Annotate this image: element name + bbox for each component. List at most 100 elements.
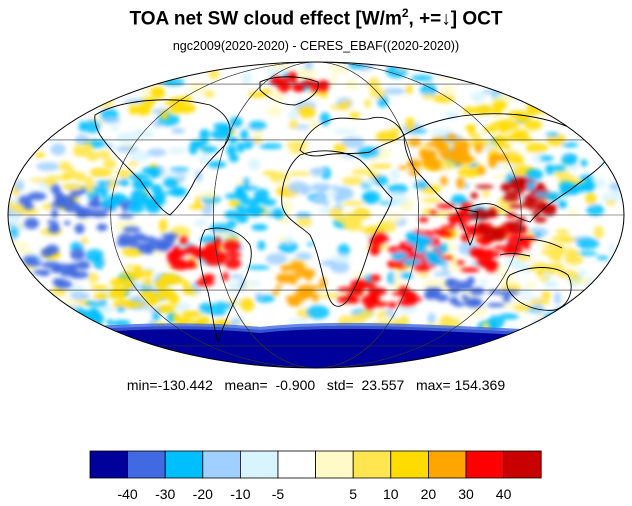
anomaly-blob — [474, 142, 483, 154]
anomaly-blob — [480, 224, 488, 232]
field-blob — [149, 360, 157, 368]
field-blob — [85, 323, 96, 336]
anomaly-blob — [141, 166, 161, 176]
field-blob — [390, 169, 400, 182]
colorbar-swatch — [202, 450, 241, 479]
field-blob — [350, 313, 367, 325]
anomaly-blob — [463, 109, 483, 114]
field-blob — [9, 122, 17, 128]
anomaly-blob — [398, 165, 408, 170]
anomaly-blob — [505, 212, 518, 219]
mollweide-map — [7, 61, 625, 369]
field-blob — [266, 105, 282, 118]
field-blob — [30, 121, 39, 128]
anomaly-blob — [525, 168, 543, 181]
field-blob — [547, 345, 570, 358]
field-blob — [116, 132, 138, 144]
anomaly-blob — [491, 155, 508, 162]
anomaly-blob — [52, 220, 59, 232]
field-blob — [598, 277, 623, 286]
field-blob — [8, 241, 29, 249]
field-blob — [580, 159, 588, 167]
field-blob — [44, 330, 65, 340]
field-blob — [44, 294, 52, 308]
coastline-path — [281, 150, 393, 307]
anomaly-blob — [127, 239, 139, 248]
anomaly-blob — [414, 243, 427, 255]
field-blob — [472, 362, 490, 368]
anomaly-blob — [66, 171, 87, 180]
colorbar-tick-label: 40 — [496, 486, 512, 502]
field-blob — [503, 349, 510, 354]
anomaly-blob — [272, 208, 285, 220]
field-blob — [546, 311, 569, 323]
field-blob — [106, 356, 128, 363]
anomaly-blob — [214, 237, 222, 248]
anomaly-blob — [285, 294, 306, 304]
field-blob — [83, 119, 101, 134]
field-blob — [613, 351, 624, 362]
anomaly-blob — [83, 176, 94, 184]
anomaly-blob — [539, 276, 549, 282]
anomaly-blob — [310, 183, 330, 193]
anomaly-blob — [240, 129, 249, 141]
anomaly-blob — [150, 184, 163, 194]
anomaly-blob — [54, 279, 73, 289]
anomaly-blob — [132, 178, 151, 191]
field-blob — [559, 79, 571, 85]
field-blob — [516, 254, 531, 262]
anomaly-blob — [163, 177, 179, 189]
field-blob — [562, 64, 585, 74]
anomaly-blob — [526, 199, 536, 211]
field-blob — [608, 242, 616, 256]
field-blob — [341, 200, 365, 206]
colorbar-tick-label: 10 — [383, 486, 399, 502]
anomaly-blob — [558, 232, 569, 238]
anomaly-blob — [158, 304, 176, 313]
field-blob — [337, 243, 350, 257]
anomaly-blob — [453, 139, 470, 151]
anomaly-blob — [145, 294, 158, 307]
field-blob — [554, 291, 561, 305]
colorbar-tick-label: 30 — [458, 486, 474, 502]
anomaly-blob — [143, 198, 161, 206]
field-blob — [601, 192, 622, 204]
field-blob — [595, 281, 607, 294]
anomaly-blob — [433, 246, 441, 250]
anomaly-blob — [534, 216, 547, 223]
field-blob — [561, 142, 579, 148]
field-blob — [36, 357, 52, 363]
anomaly-blob — [226, 144, 237, 157]
coastline-path — [454, 207, 479, 247]
field-blob — [412, 360, 429, 368]
field-blob — [295, 252, 313, 261]
field-blob — [95, 63, 111, 73]
field-blob — [329, 64, 342, 72]
anomaly-blob — [506, 242, 515, 248]
field-blob — [306, 305, 330, 320]
field-blob — [605, 199, 616, 206]
field-blob — [471, 307, 487, 318]
field-blob — [572, 115, 591, 121]
graticule — [8, 62, 624, 368]
field-blob — [210, 308, 226, 317]
anomaly-blob — [332, 186, 351, 193]
anomaly-blob — [446, 133, 457, 142]
field-blob — [540, 291, 552, 299]
coastlines — [94, 76, 611, 344]
field-blob — [611, 167, 623, 171]
field-blob — [363, 98, 372, 108]
anomaly-blob — [457, 260, 465, 266]
field-blob — [349, 112, 361, 119]
field-blob — [36, 335, 52, 343]
anomaly-blob — [211, 129, 231, 140]
field-blob — [241, 71, 253, 85]
anomaly-blob — [491, 231, 507, 242]
anomaly-blob — [315, 284, 326, 290]
field-blob — [65, 340, 90, 351]
field-blob — [508, 332, 525, 346]
field-blob — [110, 125, 120, 132]
anomaly-blob — [173, 317, 194, 325]
field-blob — [229, 280, 243, 294]
anomaly-blob — [504, 221, 522, 227]
